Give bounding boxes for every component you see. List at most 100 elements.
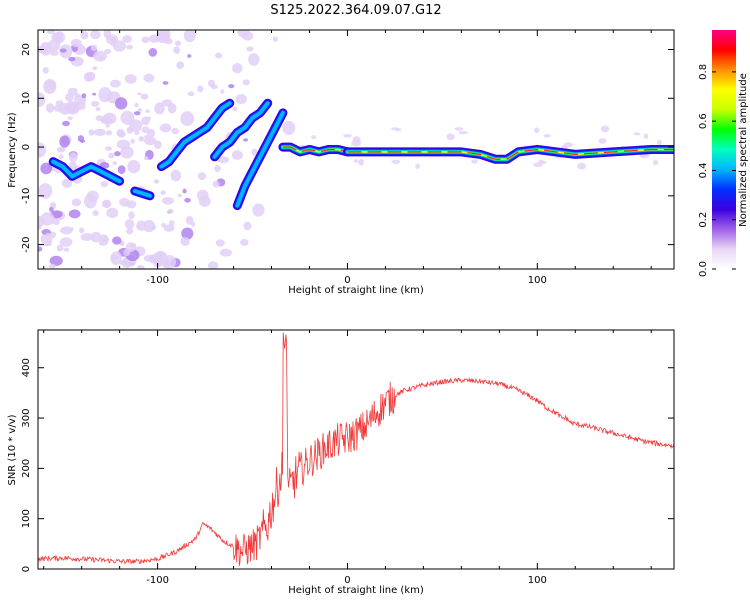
spectrogram-noise-blob [117,165,126,175]
spectrogram-noise-blob [141,36,150,44]
spectrogram-noise-blob [59,154,64,160]
spectrogram-noise-blob [88,129,95,136]
spectrogram-noise-blob [52,219,60,226]
spectrogram-noise-blob [458,130,469,135]
spectrogram-noise-blob [133,111,141,116]
spectrogram-y-tick-label: 0 [21,144,32,150]
spectrogram-noise-blob [71,198,82,207]
spectrogram-noise-blob [63,247,70,252]
snr-background [38,330,674,569]
spectrogram-noise-blob [144,135,149,139]
spectrogram-noise-blob [86,71,96,82]
spectrogram-noise-blob [162,81,169,85]
snr-frame [37,329,675,570]
spectrogram-noise-blob [124,219,135,230]
spectrogram-noise-blob [197,172,207,181]
snr-y-tick-label: 200 [21,459,32,478]
spectrogram-y-tick-label: -10 [21,188,32,204]
spectrogram-noise-blob [55,100,64,106]
spectrogram-noise-blob [110,251,123,266]
spectrogram-noise-blob [70,38,82,48]
spectrogram-noise-blob [180,111,195,126]
spectrogram-noise-blob [183,30,196,43]
spectrogram-noise-blob [49,255,63,266]
spectrogram-noise-blob [207,261,219,269]
spectrogram-noise-blob [56,244,64,252]
spectrogram-noise-blob [123,248,131,257]
spectrogram-noise-blob [153,256,163,268]
spectrogram-noise-blob [98,87,112,103]
spectrogram-noise-blob [122,35,132,43]
spectrogram-noise-blob [114,97,128,110]
spectrogram-noise-blob [38,142,47,158]
spectrogram-noise-blob [232,106,238,112]
spectrogram-noise-blob [124,74,137,84]
colorbar: 0.0 0.2 0.4 0.6 0.8 Normalized spectral ampl… [698,30,749,277]
spectrogram-noise-blob [214,165,221,172]
spectrogram-noise-blob [43,78,57,94]
spectrogram-y-axis-label: Frequency (Hz) [7,112,18,188]
spectrogram-noise-blob [140,93,149,100]
spectrogram-noise-blob [78,227,85,234]
snr-line [38,332,674,566]
snr-plot-area [38,332,674,566]
spectrogram-noise-blob [40,212,55,226]
spectrogram-noise-blob [633,132,641,136]
spectrogram-ridge [159,101,232,169]
spectrogram-y-tick-label: 10 [21,92,32,105]
spectrogram-noise-blob [80,232,93,241]
spectrogram-noise-blob [652,160,659,166]
spectrogram-y-tick-label: 20 [21,43,32,56]
spectrogram-ridge-peak [282,146,348,153]
spectrogram-noise-blob [90,44,98,52]
colorbar-ticks: 0.0 0.2 0.4 0.6 0.8 [698,64,736,277]
spectrogram-noise-blob [145,109,150,113]
spectrogram-noise-blob [59,237,73,247]
spectrogram-noise-blob [117,131,126,138]
spectrogram-noise-blob [147,116,152,120]
spectrogram-noise-blob [45,232,50,236]
spectrogram-x-tick-label: 0 [344,275,350,286]
spectrogram-noise-blob [153,179,160,184]
spectrogram-noise-blob [65,100,78,114]
spectrogram-noise-blob [231,150,243,160]
spectrogram-noise-blob [137,108,143,112]
colorbar-tick-label: 0.6 [698,113,709,129]
spectrogram-noise-blob [95,107,101,112]
spectrogram-noise-blob [219,248,232,257]
spectrogram-noise-blob [137,92,142,96]
spectrogram-noise-blob [46,103,55,113]
spectrogram-noise-blob [282,120,296,135]
spectrogram-noise-blob [177,193,182,198]
spectrogram-noise-blob [105,124,110,128]
spectrogram-noise-blob [62,120,70,127]
spectrogram-noise-blob [127,159,141,174]
spectrogram-x-tick-label: 100 [528,275,547,286]
spectrogram-noise-blob [83,193,97,209]
spectrogram-noise-blob [68,152,78,163]
spectrogram-noise-blob [415,163,421,169]
spectrogram-noise-blob [161,223,166,228]
spectrogram-noise-blob [92,66,98,71]
spectrogram-noise-blob [577,162,587,170]
spectrogram-noise-blob [129,119,143,132]
spectrogram-noise-blob [170,169,182,182]
spectrogram-noise-blob [143,73,155,83]
spectrogram-noise-blob [120,146,134,159]
spectrogram-noise-blob [106,207,119,219]
spectrogram-noise-blob [38,246,43,252]
spectrogram-noise-blob [600,125,610,133]
spectrogram-noise-blob [91,100,100,107]
spectrogram-x-axis-label: Height of straight line (km) [288,285,424,296]
spectrogram-noise-blob [174,40,182,47]
spectrogram-noise-blob [136,265,145,269]
spectrogram-noise-blob [252,203,265,217]
colorbar-tick-label: 0.8 [698,64,709,80]
spectrogram-noise-blob [90,231,102,243]
spectrogram-noise-blob [93,128,106,136]
spectrogram-noise-blob [68,56,76,62]
spectrogram-noise-blob [103,30,112,39]
spectrogram-noise-blob [90,30,101,40]
spectrogram-noise-blob [67,116,73,120]
snr-y-tick-label: 400 [21,358,32,377]
